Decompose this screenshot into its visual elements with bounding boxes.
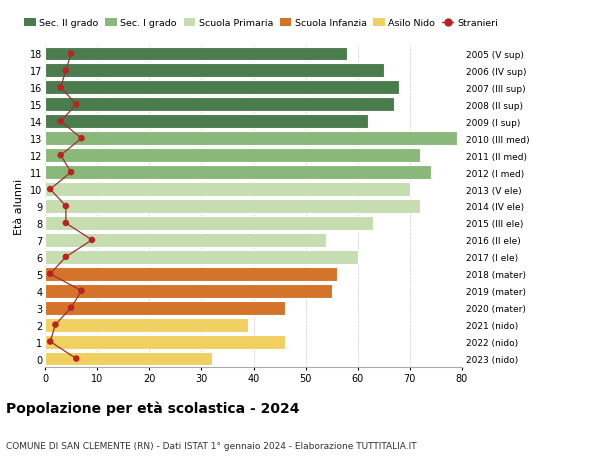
Point xyxy=(66,304,76,312)
Point xyxy=(66,50,76,58)
Y-axis label: Età alunni: Età alunni xyxy=(14,179,24,235)
Point xyxy=(56,152,65,159)
Point xyxy=(56,84,65,92)
Point xyxy=(61,203,71,210)
Bar xyxy=(45,166,431,179)
Point xyxy=(71,101,81,109)
Bar xyxy=(45,267,337,281)
Bar xyxy=(45,335,285,349)
Bar xyxy=(45,352,212,366)
Bar xyxy=(45,301,285,315)
Y-axis label: Anni di nascita: Anni di nascita xyxy=(599,165,600,248)
Bar xyxy=(45,47,347,62)
Bar xyxy=(45,284,332,298)
Point xyxy=(66,169,76,176)
Bar xyxy=(45,318,248,332)
Bar xyxy=(45,98,394,112)
Bar xyxy=(45,149,420,163)
Text: Popolazione per età scolastica - 2024: Popolazione per età scolastica - 2024 xyxy=(6,401,299,415)
Point xyxy=(46,270,55,278)
Bar xyxy=(45,234,326,247)
Point xyxy=(77,287,86,295)
Legend: Sec. II grado, Sec. I grado, Scuola Primaria, Scuola Infanzia, Asilo Nido, Stran: Sec. II grado, Sec. I grado, Scuola Prim… xyxy=(20,15,502,32)
Point xyxy=(61,67,71,75)
Point xyxy=(46,338,55,346)
Point xyxy=(77,135,86,143)
Point xyxy=(46,186,55,193)
Bar xyxy=(45,64,384,78)
Bar xyxy=(45,183,410,196)
Point xyxy=(61,220,71,227)
Bar xyxy=(45,81,400,95)
Point xyxy=(71,355,81,363)
Bar xyxy=(45,200,420,213)
Bar xyxy=(45,250,358,264)
Text: COMUNE DI SAN CLEMENTE (RN) - Dati ISTAT 1° gennaio 2024 - Elaborazione TUTTITAL: COMUNE DI SAN CLEMENTE (RN) - Dati ISTAT… xyxy=(6,441,416,450)
Bar xyxy=(45,132,457,146)
Point xyxy=(61,254,71,261)
Bar xyxy=(45,217,373,230)
Bar xyxy=(45,115,368,129)
Point xyxy=(50,321,60,329)
Point xyxy=(56,118,65,126)
Point xyxy=(87,237,97,244)
